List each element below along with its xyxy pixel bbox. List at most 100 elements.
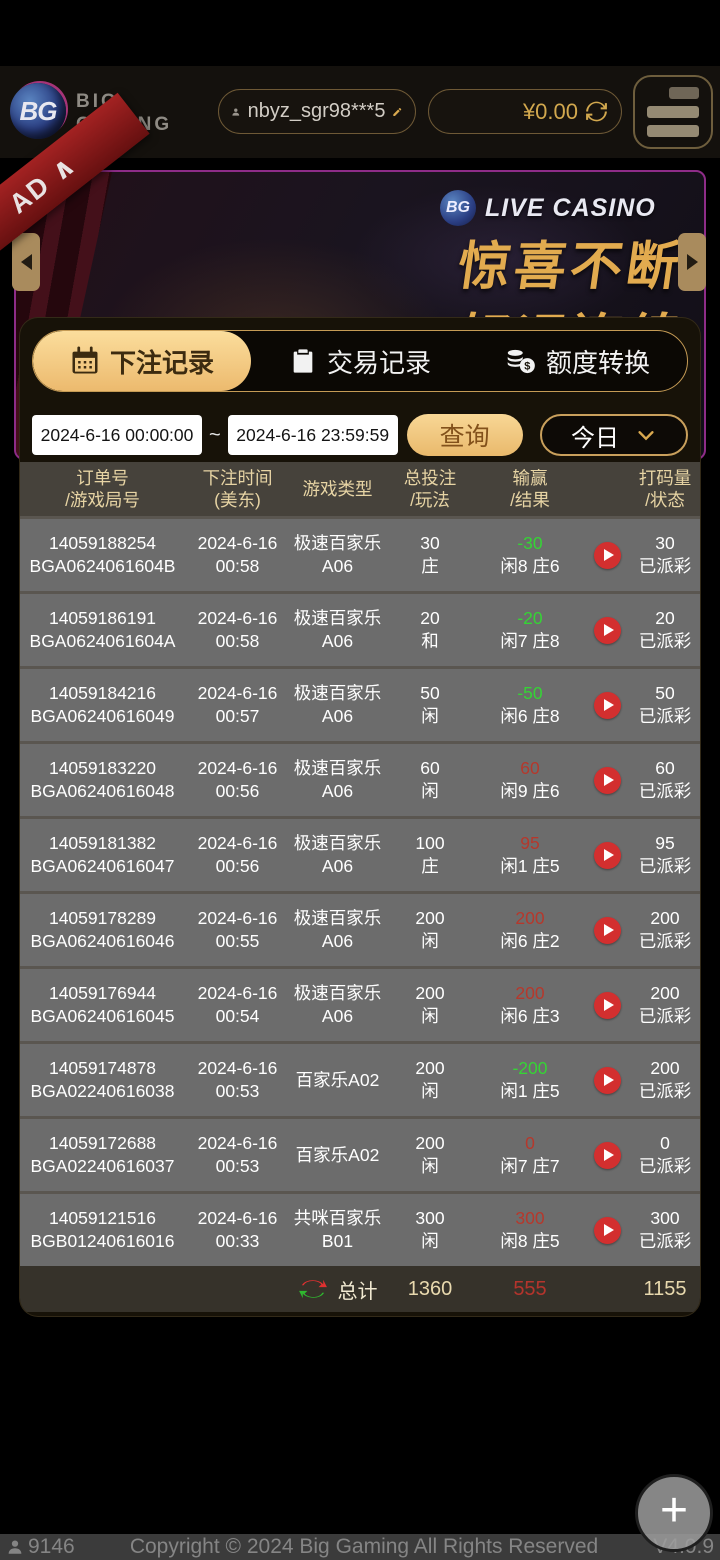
replay-button[interactable] <box>594 1066 621 1094</box>
replay-button[interactable] <box>594 916 621 944</box>
bet-cell: 30 庄 <box>420 533 440 576</box>
balance-amount: ¥0.00 <box>522 98 578 124</box>
replay-cell <box>585 616 630 644</box>
bg-logo[interactable]: BG <box>10 83 66 139</box>
live-casino-label: LIVE CASINO <box>485 193 656 222</box>
time-cell: 2024-6-16 00:56 <box>197 833 278 876</box>
svg-text:$: $ <box>524 361 530 373</box>
tab-transaction-records[interactable]: 交易记录 <box>251 331 469 391</box>
order-cell: 14059181382 BGA06240616047 <box>30 833 175 876</box>
floating-plus-button[interactable]: + <box>635 1474 713 1552</box>
replay-cell <box>585 1216 630 1244</box>
date-from-input[interactable] <box>32 415 202 455</box>
time-cell: 2024-6-16 00:57 <box>197 683 278 726</box>
valid-cell: 20 已派彩 <box>638 608 692 651</box>
hamburger-bar <box>647 106 699 118</box>
col-header-valid: 打码量/状态 <box>638 468 692 510</box>
replay-button[interactable] <box>594 841 621 869</box>
table-row: 14059184216 BGA06240616049 2024-6-16 00:57… <box>20 666 700 741</box>
balance-pill[interactable]: ¥0.00 <box>428 89 622 134</box>
bet-cell: 300 闲 <box>415 1208 445 1251</box>
bet-cell: 20 和 <box>420 608 440 651</box>
carousel-next-button[interactable] <box>678 233 706 291</box>
table-row: 14059183220 BGA06240616048 2024-6-16 00:56… <box>20 741 700 816</box>
time-cell: 2024-6-16 00:58 <box>197 608 278 651</box>
user-count-icon <box>8 1540 22 1554</box>
hamburger-menu-button[interactable] <box>633 75 713 149</box>
carousel-prev-button[interactable] <box>12 233 40 291</box>
edit-pencil-icon[interactable] <box>392 101 403 123</box>
bg-logo-text: BG <box>19 95 58 126</box>
refresh-icon[interactable] <box>584 99 609 124</box>
valid-cell: 0 已派彩 <box>638 1133 692 1176</box>
tab-bet-records-label: 下注记录 <box>109 347 214 378</box>
game-cell: 百家乐A02 <box>295 1069 380 1090</box>
total-label-cell: 总计 <box>290 1275 385 1304</box>
valid-cell: 60 已派彩 <box>638 758 692 801</box>
arrow-left-icon <box>20 254 32 270</box>
replay-button[interactable] <box>594 691 621 719</box>
order-cell: 14059178289 BGA06240616046 <box>30 908 175 951</box>
win-cell: 95 闲1 庄5 <box>500 833 560 876</box>
date-to-input[interactable] <box>227 415 398 455</box>
banner-headline-1: 惊喜不断 <box>454 238 687 296</box>
tab-credit-transfer[interactable]: $ 额度转换 <box>469 331 687 391</box>
table-row: 14059186191 BGA0624061604A 2024-6-16 00:58… <box>20 591 700 666</box>
table-row: 14059178289 BGA06240616046 2024-6-16 00:55… <box>20 891 700 966</box>
game-cell: 共咪百家乐 B01 <box>293 1208 382 1251</box>
total-row: 总计 1360 555 1155 <box>20 1266 700 1312</box>
replay-button[interactable] <box>594 1141 621 1169</box>
valid-cell: 95 已派彩 <box>638 833 692 876</box>
replay-button[interactable] <box>594 766 621 794</box>
replay-cell <box>585 541 630 569</box>
order-cell: 14059174878 BGA02240616038 <box>30 1058 175 1101</box>
banner-brand: BG LIVE CASINO <box>440 190 656 226</box>
win-cell: -200 闲1 庄5 <box>500 1058 560 1101</box>
table-row: 14059121516 BGB01240616016 2024-6-16 00:33… <box>20 1191 700 1266</box>
time-cell: 2024-6-16 00:33 <box>197 1208 278 1251</box>
game-cell: 极速百家乐 A06 <box>293 908 382 951</box>
win-cell: 60 闲9 庄6 <box>500 758 560 801</box>
replay-button[interactable] <box>594 541 621 569</box>
win-cell: 200 闲6 庄3 <box>500 983 560 1026</box>
date-range-selected: 今日 <box>571 424 619 452</box>
col-header-time: 下注时间 (美东) <box>202 468 273 510</box>
table-body: 14059188254 BGA0624061604B 2024-6-16 00:58… <box>20 516 700 1266</box>
win-cell: 0 闲7 庄7 <box>500 1133 560 1176</box>
date-range-dropdown[interactable]: 今日 <box>540 414 688 456</box>
copyright-text: Copyright © 2024 Big Gaming All Rights R… <box>129 1535 599 1558</box>
hamburger-bar <box>669 87 699 99</box>
date-range-separator: ~ <box>209 423 221 446</box>
replay-cell <box>585 766 630 794</box>
replay-cell <box>585 916 630 944</box>
replay-button[interactable] <box>594 616 621 644</box>
arrow-right-icon <box>686 254 698 270</box>
bet-cell: 200 闲 <box>415 1058 445 1101</box>
tab-bet-records[interactable]: 下注记录 <box>33 331 251 391</box>
plus-icon: + <box>659 1483 689 1537</box>
online-count-value: 9146 <box>28 1535 75 1558</box>
game-cell: 极速百家乐 A06 <box>293 533 382 576</box>
play-icon <box>604 924 614 936</box>
replay-button[interactable] <box>594 991 621 1019</box>
username-pill[interactable]: nbyz_sgr98***5 <box>218 89 416 134</box>
total-win: 555 <box>513 1277 547 1300</box>
replay-button[interactable] <box>594 1216 621 1244</box>
game-cell: 极速百家乐 A06 <box>293 983 382 1026</box>
valid-cell: 30 已派彩 <box>638 533 692 576</box>
time-cell: 2024-6-16 00:56 <box>197 758 278 801</box>
table-row: 14059181382 BGA06240616047 2024-6-16 00:56… <box>20 816 700 891</box>
swap-arrows-icon[interactable] <box>298 1276 328 1302</box>
col-header-win: 输赢/结果 <box>510 468 550 510</box>
col-header-bet: 总投注/玩法 <box>403 468 457 510</box>
tab-credit-transfer-label: 额度转换 <box>545 347 650 378</box>
online-count: 9146 <box>6 1535 75 1559</box>
total-bet: 1360 <box>407 1277 453 1300</box>
order-cell: 14059121516 BGB01240616016 <box>30 1208 175 1251</box>
play-icon <box>604 774 614 786</box>
play-icon <box>604 549 614 561</box>
order-cell: 14059188254 BGA0624061604B <box>29 533 176 576</box>
query-button[interactable]: 查询 <box>406 414 523 456</box>
banner-glow <box>325 172 670 344</box>
